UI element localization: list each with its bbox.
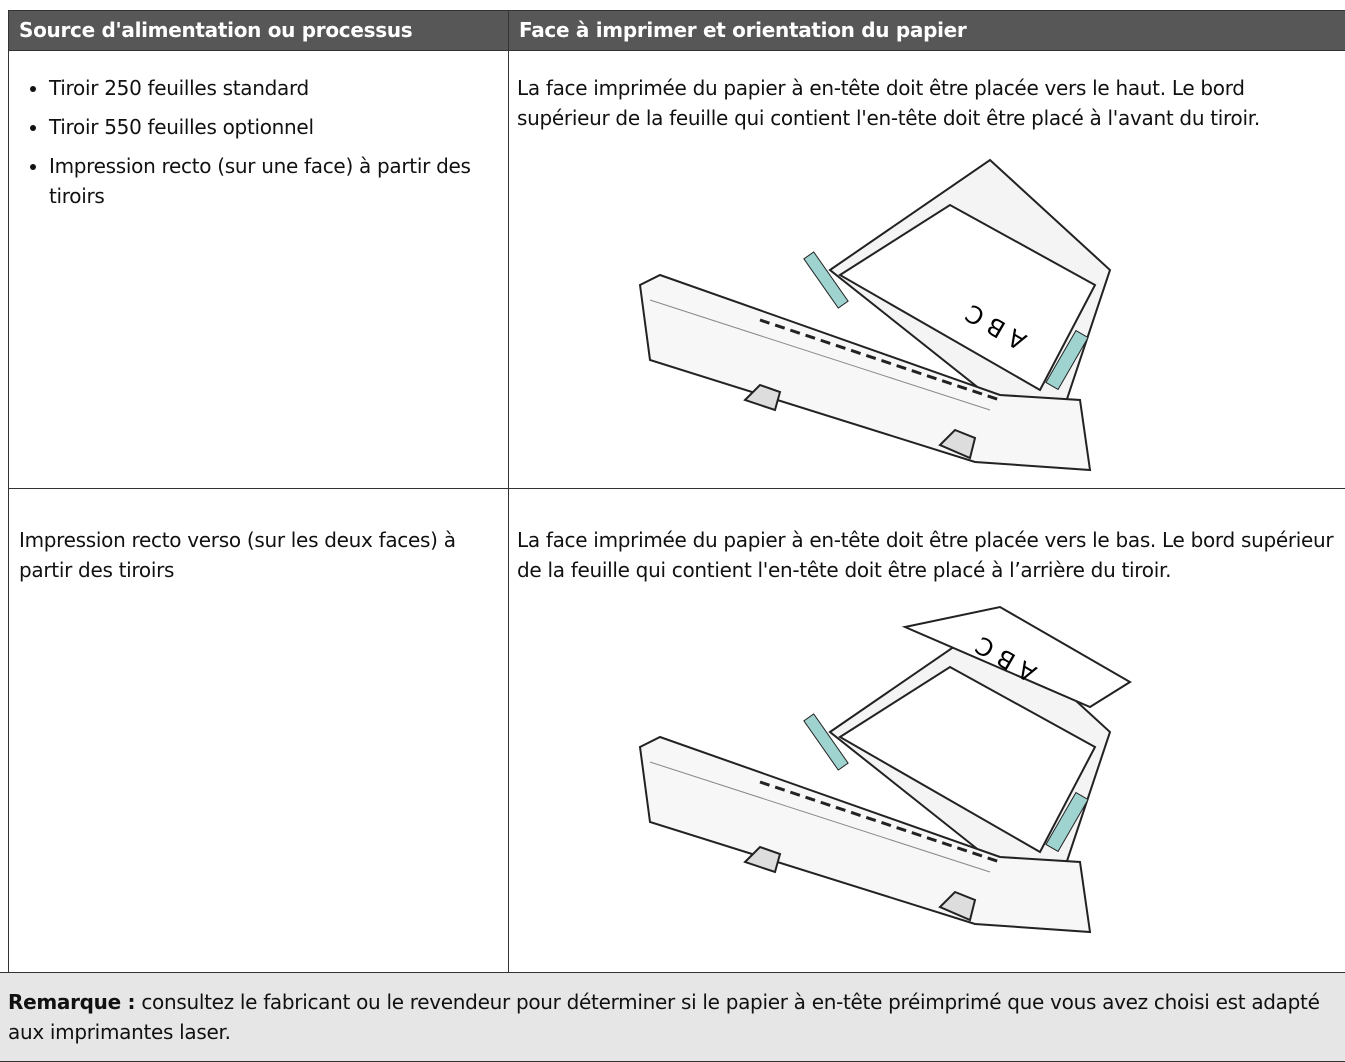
list: Tiroir 250 feuilles standard Tiroir 550 f… [9, 73, 508, 211]
header-cell: Source d'alimentation ou processus [8, 10, 509, 51]
list-item: Tiroir 250 feuilles standard [49, 73, 508, 103]
cell: La face imprimée du papier à en-tête doi… [508, 50, 1345, 489]
cell: La face imprimée du papier à en-tête doi… [508, 488, 1345, 973]
tray-illustration: A B C [638, 158, 1112, 472]
cell: Impression recto verso (sur les deux fac… [8, 488, 509, 973]
tray-illustration: A B C [638, 605, 1132, 934]
note-text: consultez le fabricant ou le revendeur p… [8, 990, 1320, 1044]
list-item: Impression recto (sur une face) à partir… [49, 151, 508, 211]
list-item: Tiroir 550 feuilles optionnel [49, 112, 508, 142]
header-cell: Face à imprimer et orientation du papier [508, 10, 1345, 51]
note-label: Remarque : [8, 990, 136, 1014]
cell: Tiroir 250 feuilles standard Tiroir 550 f… [8, 50, 509, 489]
note: Remarque : consultez le fabricant ou le … [0, 972, 1345, 1062]
